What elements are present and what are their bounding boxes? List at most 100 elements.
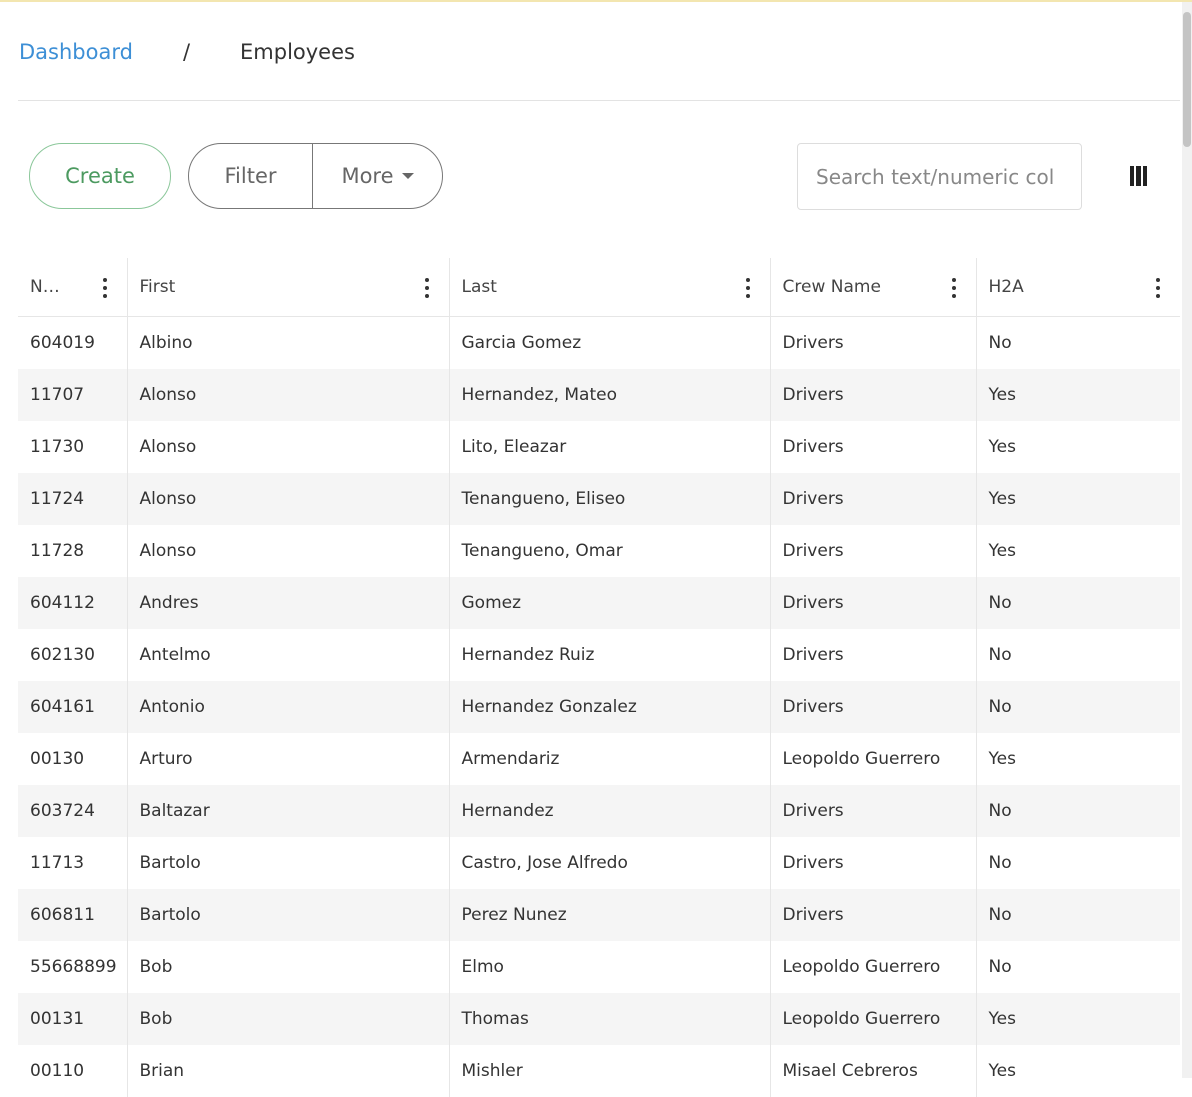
- column-menu[interactable]: [746, 278, 750, 298]
- table-cell: Yes: [976, 1045, 1180, 1097]
- table-row[interactable]: 603724BaltazarHernandezDriversNo: [18, 785, 1180, 837]
- breadcrumb: Dashboard / Employees: [19, 40, 355, 64]
- table-cell: Antonio: [127, 681, 449, 733]
- table-row[interactable]: 00131BobThomasLeopoldo GuerreroYes: [18, 993, 1180, 1045]
- table-cell: Yes: [976, 369, 1180, 421]
- divider: [18, 100, 1180, 101]
- breadcrumb-current: Employees: [240, 40, 355, 64]
- table-cell: Yes: [976, 993, 1180, 1045]
- breadcrumb-separator: /: [183, 40, 190, 64]
- table-cell: Drivers: [770, 421, 976, 473]
- table-cell: Armendariz: [449, 733, 770, 785]
- table-cell: Hernandez Ruiz: [449, 629, 770, 681]
- column-title: Last: [462, 277, 497, 297]
- column-header[interactable]: N…: [18, 258, 127, 317]
- columns-toggle[interactable]: [1130, 166, 1147, 186]
- table-cell: 604019: [18, 317, 127, 370]
- table-cell: No: [976, 577, 1180, 629]
- table-cell: Lito, Eleazar: [449, 421, 770, 473]
- table-row[interactable]: 606811BartoloPerez NunezDriversNo: [18, 889, 1180, 941]
- table-cell: Leopoldo Guerrero: [770, 993, 976, 1045]
- table-cell: Yes: [976, 733, 1180, 785]
- table-row[interactable]: 604161AntonioHernandez GonzalezDriversNo: [18, 681, 1180, 733]
- table-cell: Bob: [127, 993, 449, 1045]
- column-menu[interactable]: [425, 278, 429, 298]
- table-row[interactable]: 00130ArturoArmendarizLeopoldo GuerreroYe…: [18, 733, 1180, 785]
- column-menu[interactable]: [1156, 278, 1160, 298]
- filter-button[interactable]: Filter: [188, 143, 313, 209]
- column-menu[interactable]: [103, 278, 107, 298]
- table-cell: 11724: [18, 473, 127, 525]
- table-cell: 11728: [18, 525, 127, 577]
- table-cell: Perez Nunez: [449, 889, 770, 941]
- table-cell: Alonso: [127, 369, 449, 421]
- table-cell: 602130: [18, 629, 127, 681]
- table-cell: Alonso: [127, 525, 449, 577]
- table-row[interactable]: 604112AndresGomezDriversNo: [18, 577, 1180, 629]
- table-cell: Alonso: [127, 473, 449, 525]
- table-cell: 11707: [18, 369, 127, 421]
- table-cell: Misael Cebreros: [770, 1045, 976, 1097]
- table-cell: Drivers: [770, 889, 976, 941]
- table-cell: Tenangueno, Eliseo: [449, 473, 770, 525]
- table-row[interactable]: 604019AlbinoGarcia GomezDriversNo: [18, 317, 1180, 370]
- table-cell: 00110: [18, 1045, 127, 1097]
- table-cell: 55668899: [18, 941, 127, 993]
- table-cell: No: [976, 681, 1180, 733]
- scrollbar[interactable]: [1182, 2, 1192, 1078]
- column-title: N…: [30, 277, 60, 297]
- table-cell: Hernandez Gonzalez: [449, 681, 770, 733]
- column-title: First: [140, 277, 176, 297]
- table-cell: Arturo: [127, 733, 449, 785]
- table-cell: Hernandez: [449, 785, 770, 837]
- column-header[interactable]: Last: [449, 258, 770, 317]
- table-cell: Yes: [976, 473, 1180, 525]
- column-header[interactable]: H2A: [976, 258, 1180, 317]
- table-cell: Baltazar: [127, 785, 449, 837]
- table-row[interactable]: 11728AlonsoTenangueno, OmarDriversYes: [18, 525, 1180, 577]
- table-row[interactable]: 11724AlonsoTenangueno, EliseoDriversYes: [18, 473, 1180, 525]
- table-row[interactable]: 11713BartoloCastro, Jose AlfredoDriversN…: [18, 837, 1180, 889]
- table-cell: Alonso: [127, 421, 449, 473]
- table-cell: 11713: [18, 837, 127, 889]
- table-cell: Drivers: [770, 317, 976, 370]
- table-cell: 604161: [18, 681, 127, 733]
- table-cell: Yes: [976, 525, 1180, 577]
- table-cell: Leopoldo Guerrero: [770, 941, 976, 993]
- column-header[interactable]: First: [127, 258, 449, 317]
- table-cell: Drivers: [770, 577, 976, 629]
- column-menu[interactable]: [952, 278, 956, 298]
- table-cell: Drivers: [770, 369, 976, 421]
- table-cell: Bob: [127, 941, 449, 993]
- table-row[interactable]: 55668899BobElmoLeopoldo GuerreroNo: [18, 941, 1180, 993]
- table-row[interactable]: 602130AntelmoHernandez RuizDriversNo: [18, 629, 1180, 681]
- search-input[interactable]: Search text/numeric col: [797, 143, 1082, 210]
- column-header[interactable]: Crew Name: [770, 258, 976, 317]
- table-cell: No: [976, 785, 1180, 837]
- table-cell: 603724: [18, 785, 127, 837]
- more-button[interactable]: More: [312, 143, 443, 209]
- table-row[interactable]: 11730AlonsoLito, EleazarDriversYes: [18, 421, 1180, 473]
- table-cell: Leopoldo Guerrero: [770, 733, 976, 785]
- table-cell: Drivers: [770, 525, 976, 577]
- table-row[interactable]: 00110BrianMishlerMisael CebrerosYes: [18, 1045, 1180, 1097]
- table-cell: Andres: [127, 577, 449, 629]
- table-cell: No: [976, 941, 1180, 993]
- create-button[interactable]: Create: [29, 143, 171, 209]
- table-cell: Antelmo: [127, 629, 449, 681]
- header-row: N… First Last Crew Name H2A: [18, 258, 1180, 317]
- table-row[interactable]: 11707AlonsoHernandez, MateoDriversYes: [18, 369, 1180, 421]
- column-title: H2A: [989, 277, 1024, 297]
- table-cell: No: [976, 837, 1180, 889]
- table-cell: Bartolo: [127, 889, 449, 941]
- table-cell: Mishler: [449, 1045, 770, 1097]
- table-cell: Castro, Jose Alfredo: [449, 837, 770, 889]
- table-cell: Bartolo: [127, 837, 449, 889]
- table-cell: No: [976, 629, 1180, 681]
- table-cell: Brian: [127, 1045, 449, 1097]
- table-cell: Albino: [127, 317, 449, 370]
- table-cell: Tenangueno, Omar: [449, 525, 770, 577]
- breadcrumb-link[interactable]: Dashboard: [19, 40, 133, 64]
- table-cell: Drivers: [770, 629, 976, 681]
- employees-table: N… First Last Crew Name H2A 604019AlbinoGarc…: [18, 258, 1180, 1097]
